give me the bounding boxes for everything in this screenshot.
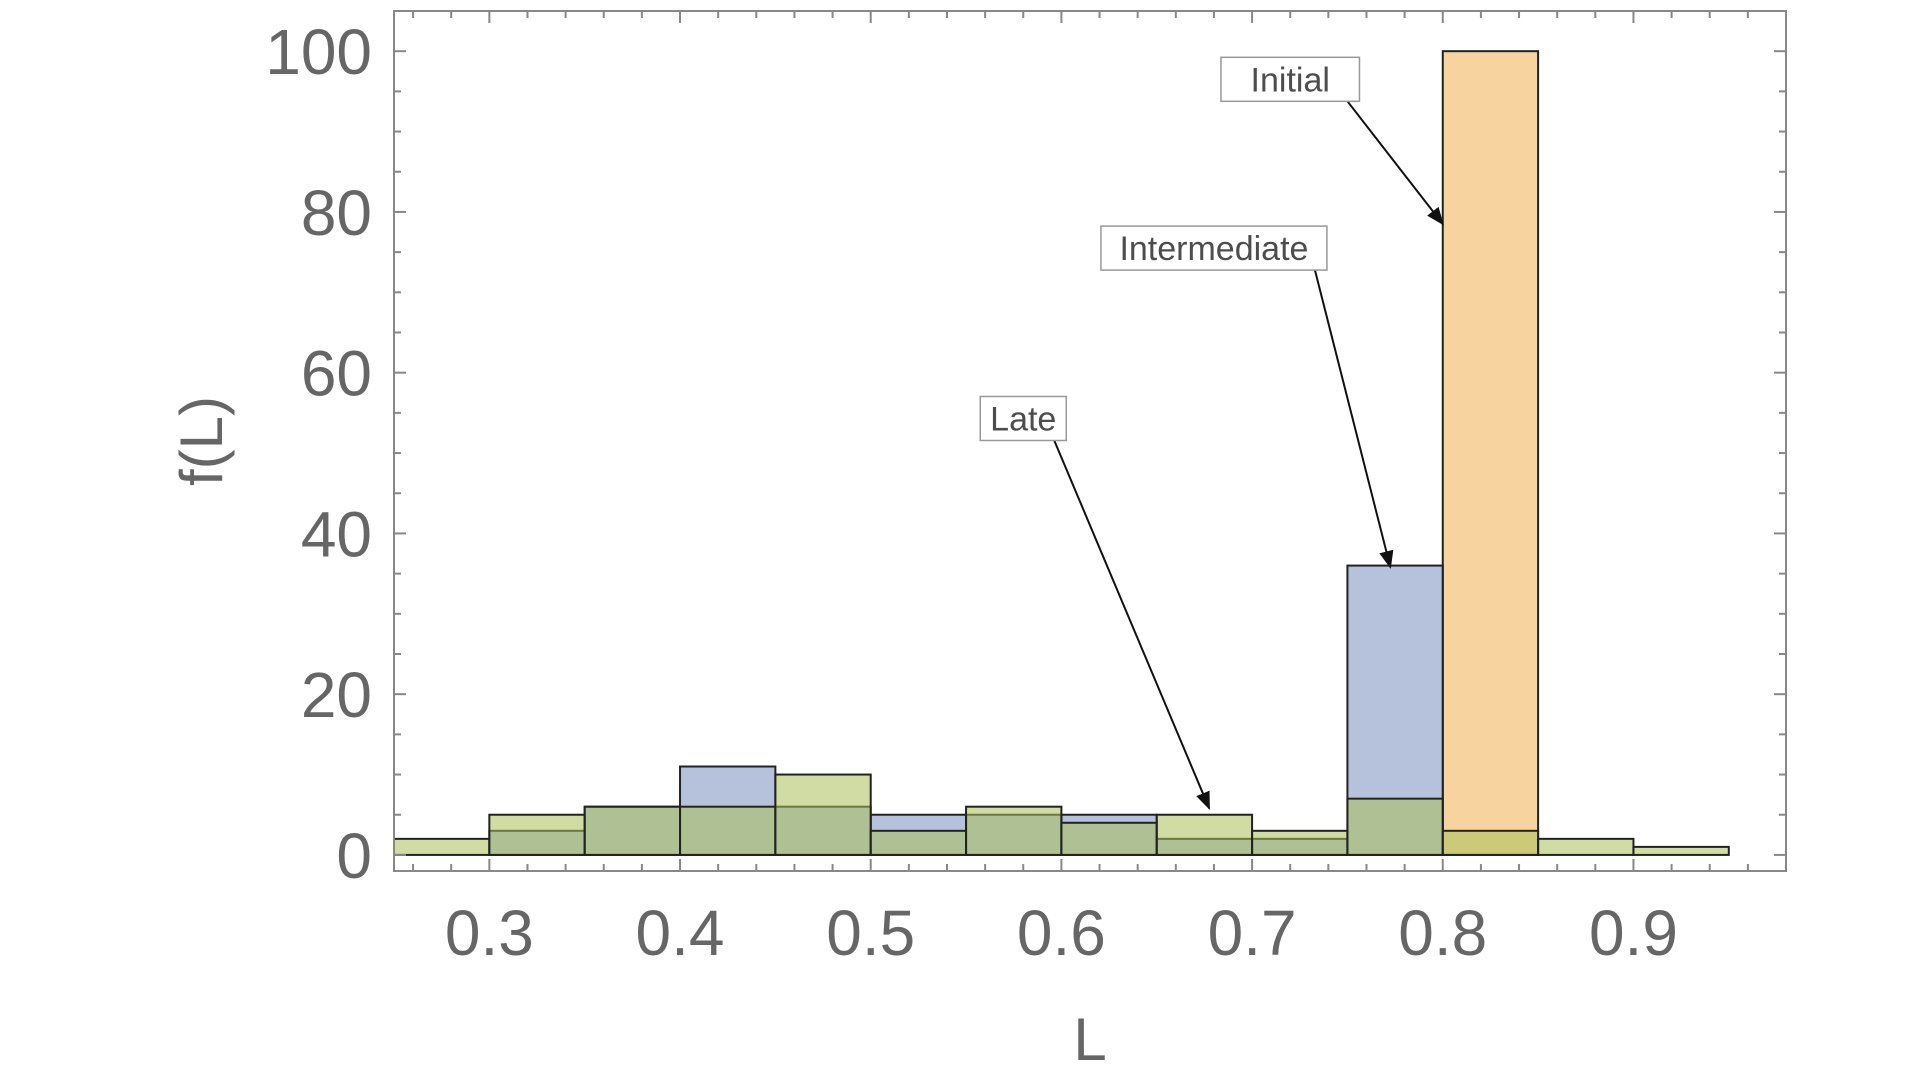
bar-late-11 — [1441, 829, 1540, 856]
callout-box-late — [979, 395, 1068, 442]
y-tick-label: 20 — [301, 659, 372, 731]
callout-intermediate: Intermediate — [1100, 225, 1394, 569]
ticks-group — [394, 10, 1787, 871]
bar-late-9 — [1251, 829, 1349, 856]
bar-late-3 — [679, 805, 777, 856]
plot-frame — [393, 10, 1787, 872]
callout-label-late: Late — [990, 400, 1056, 438]
series-late — [393, 773, 1730, 856]
callout-arrow-initial — [1346, 100, 1444, 226]
bar-late-6 — [965, 805, 1063, 856]
x-tick-label: 0.6 — [1017, 897, 1106, 969]
bar-late-7 — [1060, 821, 1158, 856]
y-tick-label: 0 — [336, 820, 372, 892]
y-tick-label: 40 — [301, 498, 372, 570]
callout-box-initial — [1220, 56, 1361, 103]
bar-late-12 — [1537, 837, 1635, 856]
bar-late-0 — [393, 837, 491, 856]
callout-label-intermediate: Intermediate — [1119, 230, 1308, 268]
y-axis-label: f(L) — [168, 396, 235, 486]
bar-initial-0 — [1441, 50, 1540, 856]
bars-group — [393, 50, 1730, 856]
x-axis-label: L — [1073, 1006, 1106, 1073]
y-tick-label: 80 — [301, 177, 372, 249]
bar-late-2 — [583, 805, 682, 856]
x-tick-label: 0.4 — [636, 897, 725, 969]
x-tick-label: 0.3 — [445, 897, 534, 969]
x-tick-label: 0.5 — [826, 897, 915, 969]
x-tick-label: 0.9 — [1589, 897, 1678, 969]
callout-box-intermediate — [1100, 225, 1328, 271]
x-tick-label: 0.7 — [1208, 897, 1297, 969]
callout-initial: Initial — [1220, 56, 1444, 226]
bar-late-8 — [1155, 813, 1254, 856]
bar-late-5 — [869, 829, 968, 856]
annotations-group: Initial Intermediate Late — [979, 56, 1444, 810]
tick-labels-group: 0.3 0.4 0.5 0.6 0.7 0.8 0.9 0 20 40 60 80 100 — [265, 16, 1678, 969]
callout-label-initial: Initial — [1251, 61, 1330, 99]
series-initial — [1441, 50, 1540, 856]
x-tick-label: 0.8 — [1398, 897, 1487, 969]
callout-arrow-late — [1053, 440, 1211, 810]
bar-late-1 — [488, 813, 586, 856]
callout-arrow-intermediate — [1313, 269, 1394, 569]
bar-late-13 — [1632, 845, 1730, 856]
y-tick-label: 60 — [301, 338, 372, 410]
bar-late-10 — [1346, 797, 1444, 856]
callout-late: Late — [979, 395, 1211, 810]
bar-late-4 — [774, 773, 872, 856]
y-tick-label: 100 — [265, 16, 372, 88]
